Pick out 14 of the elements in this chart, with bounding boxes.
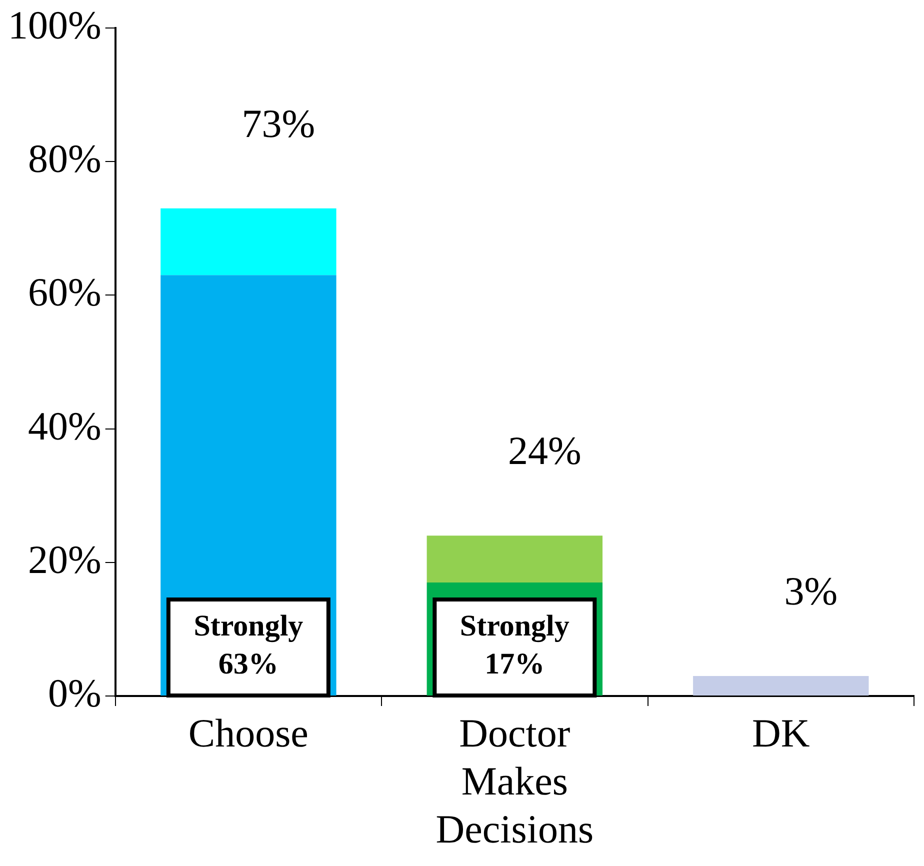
x-tick-label: DK	[752, 710, 810, 756]
y-tick-label: 80%	[28, 136, 102, 182]
y-tick-label: 60%	[28, 270, 102, 315]
y-tick-label: 40%	[28, 403, 102, 448]
total-label: 3%	[784, 568, 838, 614]
y-tick-label: 20%	[28, 536, 102, 582]
y-tick-label: 0%	[48, 670, 102, 716]
total-label: 73%	[242, 100, 316, 146]
total-label: 24%	[508, 428, 582, 474]
y-tick-label: 100%	[8, 2, 102, 48]
data-label: Strongly 17%	[460, 609, 570, 680]
data-label: Strongly 63%	[194, 609, 304, 680]
x-tick-label: Choose	[188, 710, 308, 756]
x-tick-label: Doctor Makes Decisions	[436, 710, 594, 852]
